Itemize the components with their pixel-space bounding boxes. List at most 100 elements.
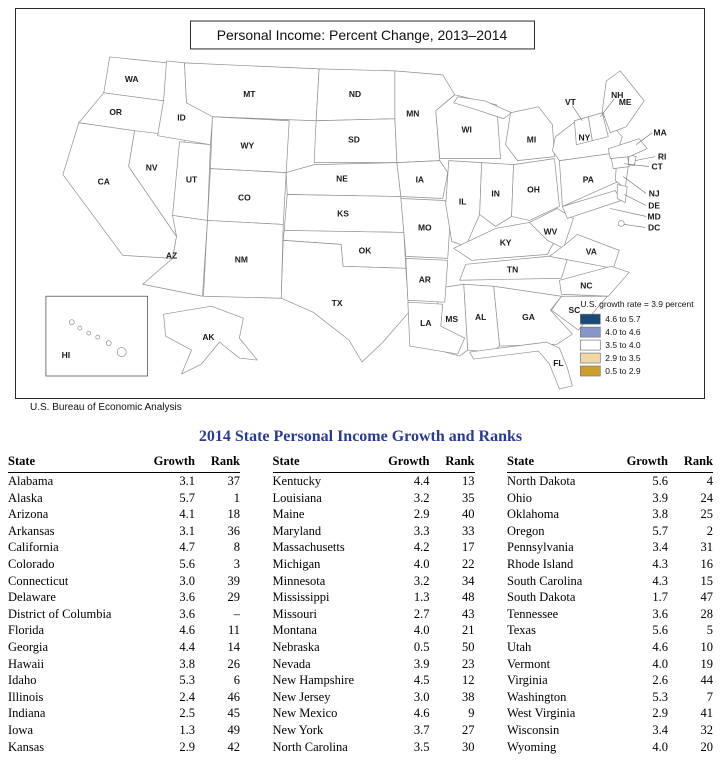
state-name-cell: Ohio [507, 490, 532, 505]
table-row: Texas 5.6 5 [507, 622, 713, 639]
growth-cell: 4.3 [652, 556, 668, 571]
growth-cell: 3.9 [652, 490, 668, 505]
rank-cell: 22 [462, 556, 475, 571]
growth-cell: 4.4 [179, 639, 195, 654]
growth-cell: 3.5 [413, 739, 430, 754]
leader-MD [610, 208, 647, 217]
state-label-TX: TX [332, 298, 343, 308]
state-label-CO: CO [238, 193, 251, 203]
state-name-cell: North Carolina [272, 739, 348, 754]
table-row: Vermont 4.0 19 [507, 656, 713, 673]
rank-cell: 29 [227, 590, 241, 605]
growth-cell: 1.7 [652, 590, 668, 605]
growth-cell: 3.4 [652, 722, 668, 737]
rank-cell: 7 [706, 689, 713, 704]
legend-swatch-2 [580, 326, 601, 338]
rank-cell: 16 [700, 556, 714, 571]
rank-cell: 25 [700, 507, 714, 522]
rank-cell: 38 [462, 689, 475, 704]
state-HI-island-1 [68, 319, 75, 325]
state-TX [280, 240, 410, 363]
state-name-cell: South Dakota [507, 590, 576, 605]
rank-cell: 13 [462, 474, 475, 488]
state-MI-lower [505, 106, 555, 161]
growth-cell: 2.9 [413, 507, 430, 522]
rank-cell: 32 [700, 722, 714, 737]
col-header-rank: Rank [668, 454, 713, 473]
growth-cell: 4.5 [413, 673, 430, 688]
rank-cell: 47 [700, 590, 714, 605]
source-caption: U.S. Bureau of Economic Analysis [30, 402, 182, 413]
rank-cell: 50 [462, 639, 475, 654]
state-label-KY: KY [500, 237, 512, 247]
table-row: Minnesota 3.2 34 [273, 573, 475, 590]
state-TN [459, 252, 570, 281]
state-label-ND: ND [349, 89, 361, 99]
state-MI-upper [453, 96, 512, 120]
legend-swatch-3 [580, 339, 601, 351]
state-label-AZ: AZ [166, 250, 177, 260]
state-label-IA: IA [416, 175, 424, 185]
legend-label-4: 2.9 to 3.5 [605, 353, 641, 363]
growth-cell: 4.3 [652, 573, 668, 588]
state-label-RI: RI [658, 152, 666, 162]
state-name-cell: Alaska [8, 490, 43, 505]
state-ME [601, 70, 645, 134]
state-DC [617, 220, 625, 227]
rank-cell: 27 [462, 722, 475, 737]
state-SC [551, 295, 608, 331]
table-row: Nevada 3.9 23 [273, 656, 475, 673]
state-label-HI: HI [62, 350, 70, 360]
table-row: Utah 4.6 10 [507, 639, 713, 656]
table-body-3: North Dakota 5.6 4 Ohio 3.9 24 Oklahoma 3.8 25 Or… [507, 473, 713, 756]
table-header: State Growth Rank [8, 454, 240, 473]
growth-cell: 5.6 [652, 623, 668, 638]
state-name-cell: Pennsylvania [507, 540, 574, 555]
table-row: Virginia 2.6 44 [507, 672, 713, 689]
state-label-KS: KS [337, 208, 349, 218]
rank-cell: 28 [700, 606, 714, 621]
state-name-cell: New York [272, 722, 324, 737]
rank-cell: 21 [462, 623, 475, 638]
table-row: Tennessee 3.6 28 [507, 606, 713, 623]
table-row: Mississippi 1.3 48 [273, 589, 475, 606]
rank-cell: 36 [227, 523, 241, 538]
state-label-AL: AL [475, 312, 486, 322]
state-label-IL: IL [459, 196, 467, 206]
growth-cell: 3.0 [413, 689, 430, 704]
state-AK [163, 305, 258, 375]
table-row: North Dakota 5.6 4 [507, 473, 713, 490]
table-body-2: Kentucky 4.4 13 Louisiana 3.2 35 Maine 2.9 40 Mar… [273, 473, 475, 756]
state-label-NC: NC [580, 280, 592, 290]
income-table: State Growth Rank Alabama 3.1 37 Alaska 5.7 1… [8, 454, 713, 755]
table-row: Washington 5.3 7 [507, 689, 713, 706]
table-row: Oklahoma 3.8 25 [507, 506, 713, 523]
table-title: 2014 State Personal Income Growth and Ra… [198, 428, 523, 445]
rank-cell: 43 [462, 606, 475, 621]
rank-cell: 12 [462, 673, 475, 688]
state-label-NY: NY [578, 133, 590, 143]
state-name-cell: Oklahoma [507, 507, 560, 522]
rank-cell: 6 [233, 673, 240, 688]
legend-label-2: 4.0 to 4.6 [605, 327, 641, 337]
table-row: Massachusetts 4.2 17 [273, 539, 475, 556]
rank-cell: 3 [233, 556, 240, 571]
state-DE [616, 184, 628, 203]
growth-cell: 4.7 [179, 540, 195, 555]
table-row: Missouri 2.7 43 [273, 606, 475, 623]
state-name-cell: Virginia [507, 673, 548, 688]
state-label-WY: WY [240, 141, 254, 151]
state-name-cell: Texas [507, 623, 536, 638]
rank-cell: 48 [462, 590, 475, 605]
state-IN [479, 162, 514, 227]
table-row: Arizona 4.1 18 [8, 506, 240, 523]
state-name-cell: North Dakota [507, 474, 576, 488]
state-name-cell: Massachusetts [272, 540, 345, 555]
state-WV [529, 208, 574, 249]
growth-cell: 0.5 [413, 639, 430, 654]
state-label-NJ: NJ [649, 189, 660, 199]
growth-cell: 3.2 [413, 490, 430, 505]
growth-cell: 3.8 [652, 507, 668, 522]
hawaii-inset-box [45, 295, 149, 377]
